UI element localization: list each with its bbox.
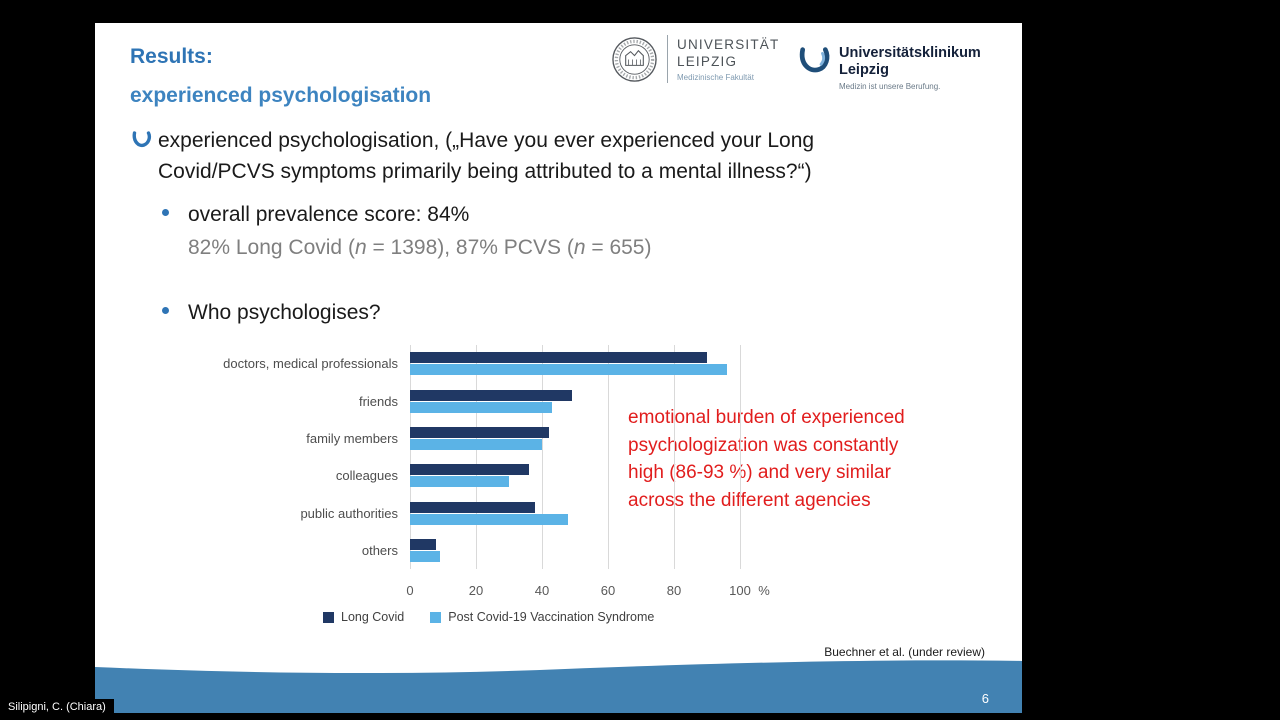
gridline (410, 345, 411, 570)
klinikum-tagline: Medizin ist unsere Berufung. (839, 82, 941, 91)
category-label: doctors, medical professionals (223, 356, 398, 372)
stats-part: = 1398), 87% PCVS ( (366, 236, 574, 259)
legend-swatch (430, 611, 442, 623)
stats-part: = 655) (585, 236, 652, 259)
university-seal-icon (612, 36, 657, 82)
footer-wave-decoration (95, 660, 1022, 713)
bar-series-0 (410, 539, 437, 551)
x-tick-label: 100 (729, 583, 751, 599)
stats-part: 82% Long Covid ( (188, 236, 355, 259)
university-faculty-label: Medizinische Fakultät (677, 73, 754, 82)
klinikum-logo-icon (799, 47, 830, 73)
chart-row: colleagues (143, 457, 803, 494)
logo-divider (667, 35, 668, 83)
category-label: public authorities (300, 505, 398, 521)
chart-row: public authorities (143, 495, 803, 532)
gridline (740, 345, 741, 570)
sub-bullet-prevalence: overall prevalence score: 84% 82% Long C… (162, 199, 651, 263)
bullet-dot-icon (162, 307, 169, 314)
citation-text: Buechner et al. (under review) (824, 645, 985, 659)
bar-series-1 (410, 364, 727, 376)
university-leipzig-logo: UNIVERSITÄT LEIPZIG Medizinische Fakultä… (611, 35, 779, 83)
emotional-burden-annotation: emotional burden of experienced psycholo… (628, 407, 905, 511)
bar-chart: doctors, medical professionals friends fam… (143, 345, 803, 645)
page-subtitle: experienced psychologisation (130, 84, 432, 107)
chart-row: family members (143, 420, 803, 457)
bar-pair (410, 539, 440, 563)
chart-legend: Long Covid Post Covid-19 Vaccination Synd… (323, 610, 654, 624)
bar-series-0 (410, 389, 572, 401)
bar-pair (410, 352, 727, 376)
bar-series-1 (410, 438, 542, 450)
page-number: 6 (981, 691, 989, 706)
x-tick-label: 60 (600, 583, 616, 599)
bar-series-0 (410, 501, 536, 513)
bar-series-0 (410, 464, 529, 476)
klinikum-name-line1: Universitätsklinikum (839, 45, 981, 61)
klinikum-name-line2: Leipzig (839, 62, 889, 78)
category-label: friends (358, 393, 398, 409)
bullet-dot-icon (162, 209, 169, 216)
klinikum-logo-text: Universitätsklinikum Leipzig Medizin ist… (839, 45, 981, 91)
gridline (608, 345, 609, 570)
bar-series-1 (410, 551, 440, 563)
legend-swatch (323, 611, 334, 623)
x-tick-label: 0 (406, 583, 414, 599)
university-logo-text: UNIVERSITÄT LEIPZIG Medizinische Fakultä… (677, 36, 779, 82)
university-name-line2: LEIPZIG (677, 54, 738, 69)
category-label: others (361, 543, 398, 559)
legend-label: Post Covid-19 Vaccination Syndrome (448, 610, 655, 624)
legend-label: Long Covid (341, 610, 405, 624)
chart-rows: doctors, medical professionals friends fam… (143, 345, 803, 569)
who-psychologises-text: Who psychologises? (188, 301, 381, 324)
chart-row: friends (143, 382, 803, 419)
bar-pair (410, 464, 529, 488)
sub-bullet-who: Who psychologises? (162, 297, 381, 328)
legend-item: Post Covid-19 Vaccination Syndrome (430, 610, 654, 624)
university-name-line1: UNIVERSITÄT (677, 37, 780, 52)
chart-row: others (143, 532, 803, 569)
x-tick-label: 80 (666, 583, 682, 599)
gridline (476, 345, 477, 570)
stats-n: n (354, 236, 367, 259)
category-label: family members (306, 430, 398, 446)
prevalence-score-text: overall prevalence score: 84% (188, 203, 470, 226)
chart-row: doctors, medical professionals (143, 345, 803, 382)
main-bullet: experienced psychologisation, („Have you… (131, 125, 948, 187)
prevalence-block: overall prevalence score: 84% 82% Long C… (188, 199, 651, 263)
x-axis-unit-label: % (758, 583, 770, 599)
main-bullet-text: experienced psychologisation, („Have you… (158, 129, 815, 183)
bar-series-0 (410, 426, 549, 438)
participant-name-tag: Silipigni, C. (Chiara) (0, 699, 114, 717)
bar-pair (410, 426, 549, 450)
klinikum-bullet-icon (132, 131, 152, 148)
x-tick-label: 20 (468, 583, 484, 599)
bar-pair (410, 501, 569, 525)
gridline (674, 345, 675, 570)
gridline (542, 345, 543, 570)
x-tick-label: 40 (534, 583, 550, 599)
bar-series-0 (410, 352, 707, 364)
stats-n: n (573, 236, 586, 259)
category-label: colleagues (335, 468, 398, 484)
bar-series-1 (410, 513, 569, 525)
page-title: Results: (130, 45, 213, 68)
bar-pair (410, 389, 572, 413)
legend-item: Long Covid (323, 610, 404, 624)
prevalence-breakdown-text: 82% Long Covid (n = 1398), 87% PCVS (n =… (188, 232, 651, 263)
presentation-slide: Results: experienced psychologisation UN… (95, 23, 1022, 713)
bar-series-1 (410, 401, 552, 413)
bar-series-1 (410, 476, 509, 488)
universitaetsklinikum-logo: Universitätsklinikum Leipzig Medizin ist… (797, 45, 981, 91)
slide-title-block: Results: experienced psychologisation (130, 45, 431, 108)
